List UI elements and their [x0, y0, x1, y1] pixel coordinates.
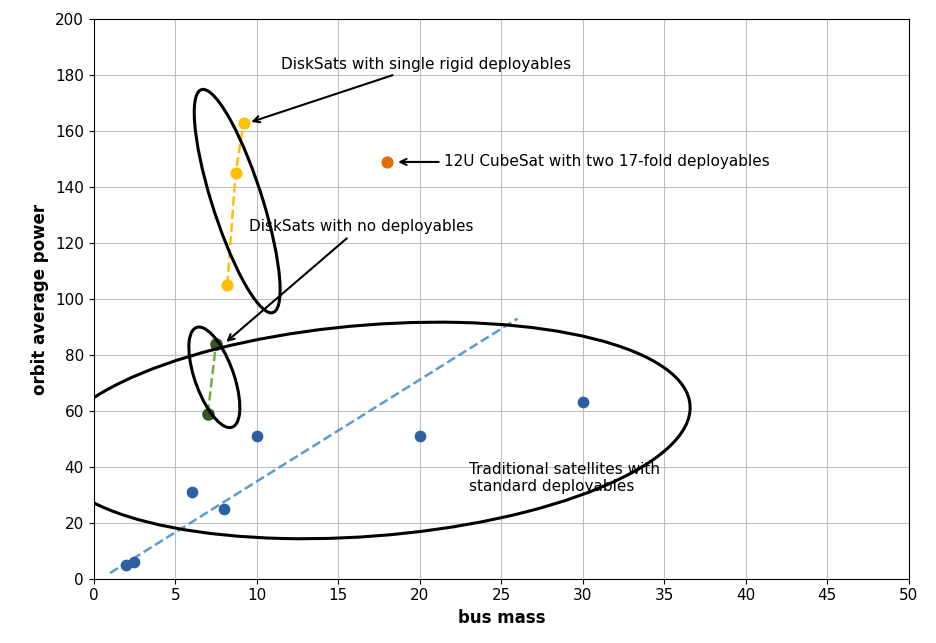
Point	[379, 157, 394, 167]
Y-axis label: orbit average power: orbit average power	[32, 203, 50, 395]
Text: DiskSats with no deployables: DiskSats with no deployables	[227, 219, 473, 340]
Point	[200, 408, 215, 419]
Text: 12U CubeSat with two 17-fold deployables: 12U CubeSat with two 17-fold deployables	[400, 154, 769, 170]
Point	[236, 118, 251, 128]
Point	[249, 431, 264, 441]
Point	[412, 431, 427, 441]
Point	[119, 559, 134, 570]
Point	[227, 168, 242, 178]
Text: DiskSats with single rigid deployables: DiskSats with single rigid deployables	[253, 57, 571, 122]
Point	[208, 339, 223, 349]
Point	[126, 557, 142, 567]
X-axis label: bus mass: bus mass	[457, 609, 545, 627]
Text: Traditional satellites with
standard deployables: Traditional satellites with standard dep…	[468, 462, 659, 494]
Point	[575, 397, 590, 408]
Point	[220, 280, 235, 290]
Point	[216, 503, 231, 514]
Point	[183, 487, 198, 497]
